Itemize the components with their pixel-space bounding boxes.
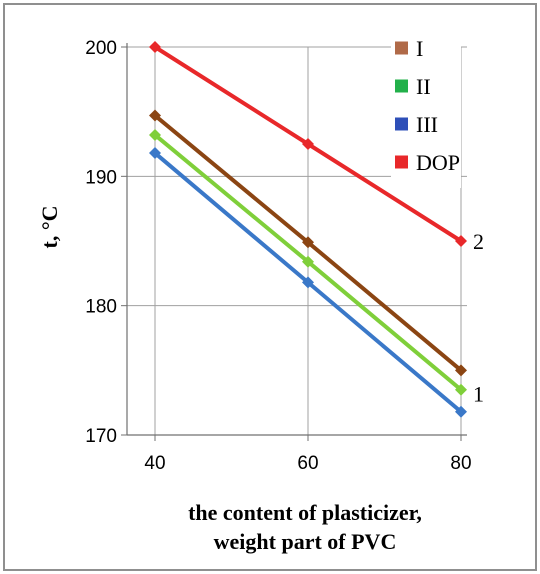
x-tick-label: 60: [297, 453, 318, 474]
x-tick-label: 40: [144, 453, 165, 474]
data-point-ii: [149, 128, 161, 141]
legend-entry: III: [395, 112, 438, 137]
legend-entry: II: [395, 74, 431, 99]
data-point-iii: [455, 405, 467, 418]
axis-titles: t, °C the content of plasticizer, weight p…: [37, 205, 422, 554]
legend-swatch: [395, 41, 408, 55]
legend-entry: DOP: [395, 150, 460, 175]
data-point-dop: [149, 41, 161, 53]
y-tick-label: 180: [85, 297, 117, 318]
data-point-dop: [302, 138, 314, 150]
legend-swatch: [395, 155, 408, 169]
data-point-iii: [149, 147, 161, 160]
data-point-i: [302, 236, 314, 249]
data-point-i: [149, 109, 161, 122]
legend-label: DOP: [416, 150, 460, 175]
y-tick-label: 190: [85, 167, 117, 188]
x-axis-title-line: the content of plasticizer,: [188, 500, 422, 525]
legend-entry: I: [395, 36, 423, 61]
annotation-label: 2: [473, 229, 484, 254]
series: [149, 41, 467, 418]
data-point-iii: [302, 276, 314, 289]
data-point-ii: [455, 383, 467, 396]
annotations: 21: [473, 229, 484, 407]
legend-swatch: [395, 79, 408, 93]
data-point-dop: [455, 235, 467, 247]
legend-label: II: [416, 74, 431, 99]
data-point-i: [455, 364, 467, 377]
legend-swatch: [395, 117, 408, 131]
x-tick-label: 80: [450, 453, 471, 474]
annotation-label: 1: [473, 382, 484, 407]
y-tick-label: 200: [85, 38, 117, 59]
data-point-ii: [302, 255, 314, 268]
legend-label: I: [416, 36, 423, 61]
x-axis-title-line: weight part of PVC: [214, 529, 397, 554]
y-axis-title: t, °C: [37, 205, 62, 248]
y-tick-label: 170: [85, 426, 117, 447]
legend-label: III: [416, 112, 438, 137]
axes: 170 180 190 200 40 60 80: [85, 38, 471, 474]
